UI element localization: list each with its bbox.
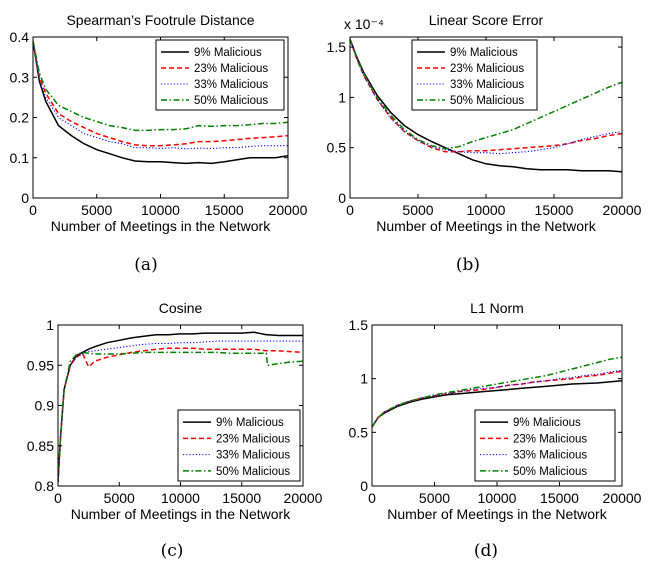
series-line [350,38,622,150]
panel-caption: (a) [134,255,157,275]
legend-label: 50% Malicious [513,466,587,478]
series-line [372,380,622,428]
series-line [33,40,288,132]
series-line [33,40,288,165]
series-line [350,38,622,173]
y-tick-label: 0.85 [27,438,54,454]
legend-label: 50% Malicious [216,466,290,478]
axis-exponent: x 10⁻⁴ [344,16,384,32]
legend: 9% Malicious 23% Malicious 33% Malicious 50… [411,39,538,111]
x-tick-label: 15000 [222,490,261,506]
series-line [58,351,303,483]
x-axis-label: Number of Meetings in the Network [376,218,596,234]
y-tick-label: 1 [338,89,346,105]
legend-label: 33% Malicious [216,450,290,462]
x-tick-label: 0 [346,202,354,218]
series-group [350,38,622,173]
y-tick-label: 0 [360,478,368,494]
x-tick-label: 10000 [467,202,506,218]
legend-label: 9% Malicious [194,47,262,59]
x-tick-label: 20000 [284,490,323,506]
legend-label: 50% Malicious [450,95,524,107]
y-tick-label: 1.5 [327,39,347,55]
legend: 9% Malicious 23% Malicious 33% Malicious 50… [177,409,301,482]
x-tick-label: 15000 [535,202,574,218]
x-tick-label: 20000 [603,202,642,218]
y-tick-label: 0.5 [349,424,369,440]
y-tick-label: 0.4 [10,29,30,45]
legend-label: 33% Malicious [513,450,587,462]
chart-panel: Linear Score Error x 10⁻⁴ 0 5000 10000 15000 2… [327,12,642,275]
y-tick-label: 0.5 [327,140,347,156]
chart-panel: Spearman’s Footrule Distance 0 5000 10000 15… [10,12,308,275]
legend-label: 33% Malicious [194,79,268,91]
panel-caption: (d) [474,541,498,561]
x-tick-label: 20000 [603,490,642,506]
x-tick-label: 10000 [478,490,517,506]
x-tick-label: 0 [54,490,62,506]
x-axis-label: Number of Meetings in the Network [71,506,291,522]
y-tick-label: 0.95 [27,357,54,373]
y-tick-label: 1 [46,317,54,333]
legend-label: 9% Malicious [216,417,284,429]
y-tick-label: 1.5 [349,317,369,333]
y-tick-label: 0.1 [10,150,30,166]
series-line [33,40,288,147]
y-tick-label: 0.8 [35,478,55,494]
x-axis-label: Number of Meetings in the Network [387,506,607,522]
x-tick-label: 10000 [141,202,180,218]
chart-title: Linear Score Error [429,12,544,28]
chart-title: Cosine [159,300,203,316]
series-line [372,356,622,428]
legend-label: 23% Malicious [450,63,524,75]
x-tick-label: 5000 [104,490,135,506]
x-tick-label: 5000 [402,202,433,218]
legend: 9% Malicious 23% Malicious 33% Malicious 50… [474,409,616,482]
series-line [350,38,622,153]
legend: 9% Malicious 23% Malicious 33% Malicious 50… [155,39,285,111]
y-tick-label: 0 [21,190,29,206]
legend-label: 23% Malicious [194,63,268,75]
legend-label: 23% Malicious [513,433,587,445]
x-tick-label: 20000 [269,202,308,218]
series-group [58,331,303,483]
legend-label: 23% Malicious [216,433,290,445]
y-tick-label: 0.3 [10,69,30,85]
x-tick-label: 5000 [81,202,112,218]
y-tick-label: 0 [338,190,346,206]
x-tick-label: 15000 [540,490,579,506]
chart-panel: L1 Norm 0 5000 10000 15000 20000 0 0.5 1 1.5 Numbe… [349,300,642,561]
y-tick-label: 1 [360,371,368,387]
series-group [372,356,622,428]
x-tick-label: 5000 [419,490,450,506]
series-line [58,340,303,483]
legend-label: 9% Malicious [513,417,581,429]
chart-title: L1 Norm [470,300,524,316]
x-tick-label: 15000 [205,202,244,218]
legend-label: 9% Malicious [450,47,518,59]
y-tick-label: 0.2 [10,110,30,126]
chart-panel: Cosine 0 5000 10000 15000 20000 0.8 0.85 0.9 0.95… [27,300,323,561]
x-tick-label: 10000 [161,490,200,506]
x-tick-label: 0 [368,490,376,506]
legend-label: 50% Malicious [194,95,268,107]
chart-title: Spearman’s Footrule Distance [66,12,254,28]
legend-label: 33% Malicious [450,79,524,91]
series-group [33,40,288,165]
panel-caption: (c) [161,541,184,561]
panel-caption: (b) [456,255,480,275]
y-tick-label: 0.9 [35,398,55,414]
series-line [372,369,622,428]
x-tick-label: 0 [29,202,37,218]
series-line [58,331,303,483]
x-axis-label: Number of Meetings in the Network [51,218,271,234]
